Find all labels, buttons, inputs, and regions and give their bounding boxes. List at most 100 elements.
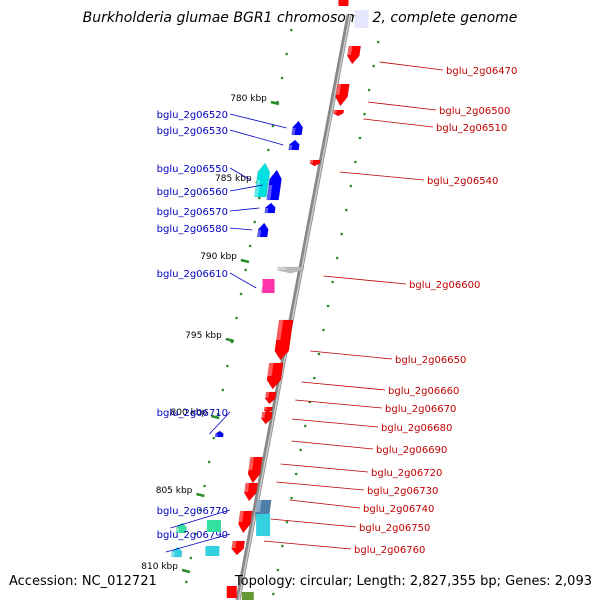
forward-gene-leader bbox=[229, 207, 260, 212]
scale-tick-label: 800 kbp bbox=[171, 408, 208, 418]
guide-dot bbox=[244, 268, 247, 272]
guide-dot bbox=[216, 412, 220, 416]
guide-dot bbox=[185, 580, 188, 584]
reverse-gene-arrow bbox=[243, 482, 259, 502]
reverse-gene-arrow bbox=[266, 362, 284, 390]
guide-dot bbox=[335, 256, 339, 260]
guide-dot bbox=[267, 148, 270, 152]
guide-dot bbox=[203, 484, 206, 488]
chromosome-backbone bbox=[235, 14, 352, 600]
scale-tick bbox=[225, 337, 235, 343]
reverse-gene-label: bglu_2g06750 bbox=[359, 523, 430, 534]
reverse-gene-arrow bbox=[261, 411, 273, 425]
scale-tick bbox=[240, 258, 250, 264]
scale-tick-label: 790 kbp bbox=[200, 252, 237, 262]
guide-dot bbox=[189, 556, 193, 560]
guide-dot bbox=[280, 76, 284, 80]
forward-gene-leader bbox=[229, 227, 253, 231]
reverse-gene-leader bbox=[276, 481, 365, 491]
guide-dot bbox=[290, 496, 293, 500]
guide-dot bbox=[299, 448, 302, 452]
genome-summary-text: Topology: circular; Length: 2,827,355 bp… bbox=[234, 574, 592, 589]
forward-gene-leader bbox=[165, 533, 231, 553]
scale-tick bbox=[210, 414, 220, 420]
forward-gene-label: bglu_2g06550 bbox=[157, 164, 228, 175]
reverse-gene-label: bglu_2g06730 bbox=[367, 486, 438, 497]
guide-dot bbox=[317, 352, 321, 356]
guide-dot bbox=[198, 508, 202, 512]
reverse-gene-arrow bbox=[231, 540, 246, 556]
reverse-gene-leader bbox=[363, 118, 434, 128]
reverse-gene-leader bbox=[291, 418, 379, 428]
reverse-gene-label: bglu_2g06650 bbox=[395, 355, 466, 366]
forward-gene-block bbox=[262, 279, 275, 293]
forward-gene-label: bglu_2g06790 bbox=[157, 530, 228, 541]
guide-dot bbox=[221, 388, 225, 392]
reverse-gene-leader bbox=[291, 440, 374, 450]
forward-gene-label: bglu_2g06560 bbox=[157, 187, 228, 198]
forward-gene-label: bglu_2g06530 bbox=[157, 126, 228, 137]
reverse-gene-arrow bbox=[247, 456, 263, 484]
forward-gene-arrow bbox=[256, 222, 269, 238]
forward-gene-block bbox=[206, 520, 221, 532]
forward-gene-label: bglu_2g06520 bbox=[157, 110, 228, 121]
reverse-gene-label: bglu_2g06670 bbox=[385, 404, 456, 415]
guide-dot bbox=[212, 436, 215, 440]
scale-tick-label: 805 kbp bbox=[156, 486, 193, 496]
reverse-gene-label: bglu_2g06660 bbox=[388, 386, 459, 397]
forward-gene-leader bbox=[229, 113, 287, 129]
guide-dot bbox=[358, 136, 362, 140]
reverse-gene-leader bbox=[301, 381, 386, 391]
reverse-gene-leader bbox=[289, 499, 361, 509]
forward-gene-leader bbox=[170, 509, 231, 529]
reverse-gene-arrow bbox=[333, 109, 345, 117]
reverse-gene-arrow bbox=[263, 406, 273, 414]
forward-gene-leader bbox=[229, 184, 263, 192]
reverse-gene-block bbox=[256, 514, 271, 536]
reverse-gene-leader bbox=[379, 61, 444, 71]
forward-gene-arrow bbox=[288, 139, 300, 151]
forward-gene-label: bglu_2g06580 bbox=[157, 224, 228, 235]
reverse-gene-label: bglu_2g06470 bbox=[446, 66, 517, 77]
guide-dot bbox=[349, 184, 353, 188]
guide-dot bbox=[294, 472, 298, 476]
scale-tick-label: 810 kbp bbox=[141, 562, 178, 572]
guide-dot bbox=[313, 376, 316, 380]
forward-gene-arrow bbox=[291, 120, 303, 136]
guide-dot bbox=[326, 304, 330, 308]
scale-tick-label: 785 kbp bbox=[215, 174, 252, 184]
reverse-gene-leader bbox=[295, 399, 383, 409]
guide-dot bbox=[248, 244, 252, 248]
scale-tick-label: 795 kbp bbox=[185, 331, 222, 341]
guide-dot bbox=[303, 424, 307, 428]
forward-gene-arrow bbox=[170, 546, 183, 558]
guide-dot bbox=[194, 532, 197, 536]
guide-dot bbox=[239, 292, 243, 296]
guide-dot bbox=[235, 316, 238, 320]
reverse-gene-leader bbox=[270, 518, 357, 528]
guide-dot bbox=[276, 568, 280, 572]
gene-fragment bbox=[354, 10, 369, 28]
reverse-gene-label: bglu_2g06500 bbox=[439, 106, 510, 117]
forward-gene-leader bbox=[209, 411, 231, 435]
reverse-gene-leader bbox=[310, 350, 393, 360]
reverse-gene-arrow bbox=[238, 510, 253, 534]
guide-dot bbox=[363, 112, 366, 116]
accession-text: Accession: NC_012721 bbox=[9, 574, 157, 589]
forward-gene-label: bglu_2g06770 bbox=[157, 506, 228, 517]
forward-gene-label: bglu_2g06570 bbox=[157, 207, 228, 218]
map-title: Burkholderia glumae BGR1 chromosome 2, c… bbox=[82, 10, 518, 26]
reverse-gene-label: bglu_2g06680 bbox=[381, 423, 452, 434]
guide-dot bbox=[372, 64, 375, 68]
forward-gene-arrow bbox=[214, 430, 224, 438]
reverse-gene-arrow bbox=[277, 266, 305, 274]
reverse-gene-arrow bbox=[309, 159, 321, 167]
scale-tick bbox=[196, 492, 205, 498]
reverse-gene-leader bbox=[280, 463, 369, 473]
reverse-gene-arrow bbox=[274, 319, 294, 361]
forward-gene-label: bglu_2g06710 bbox=[157, 408, 228, 419]
guide-dot bbox=[340, 232, 344, 236]
reverse-gene-label: bglu_2g06600 bbox=[409, 280, 480, 291]
scale-tick-label: 780 kbp bbox=[230, 94, 267, 104]
